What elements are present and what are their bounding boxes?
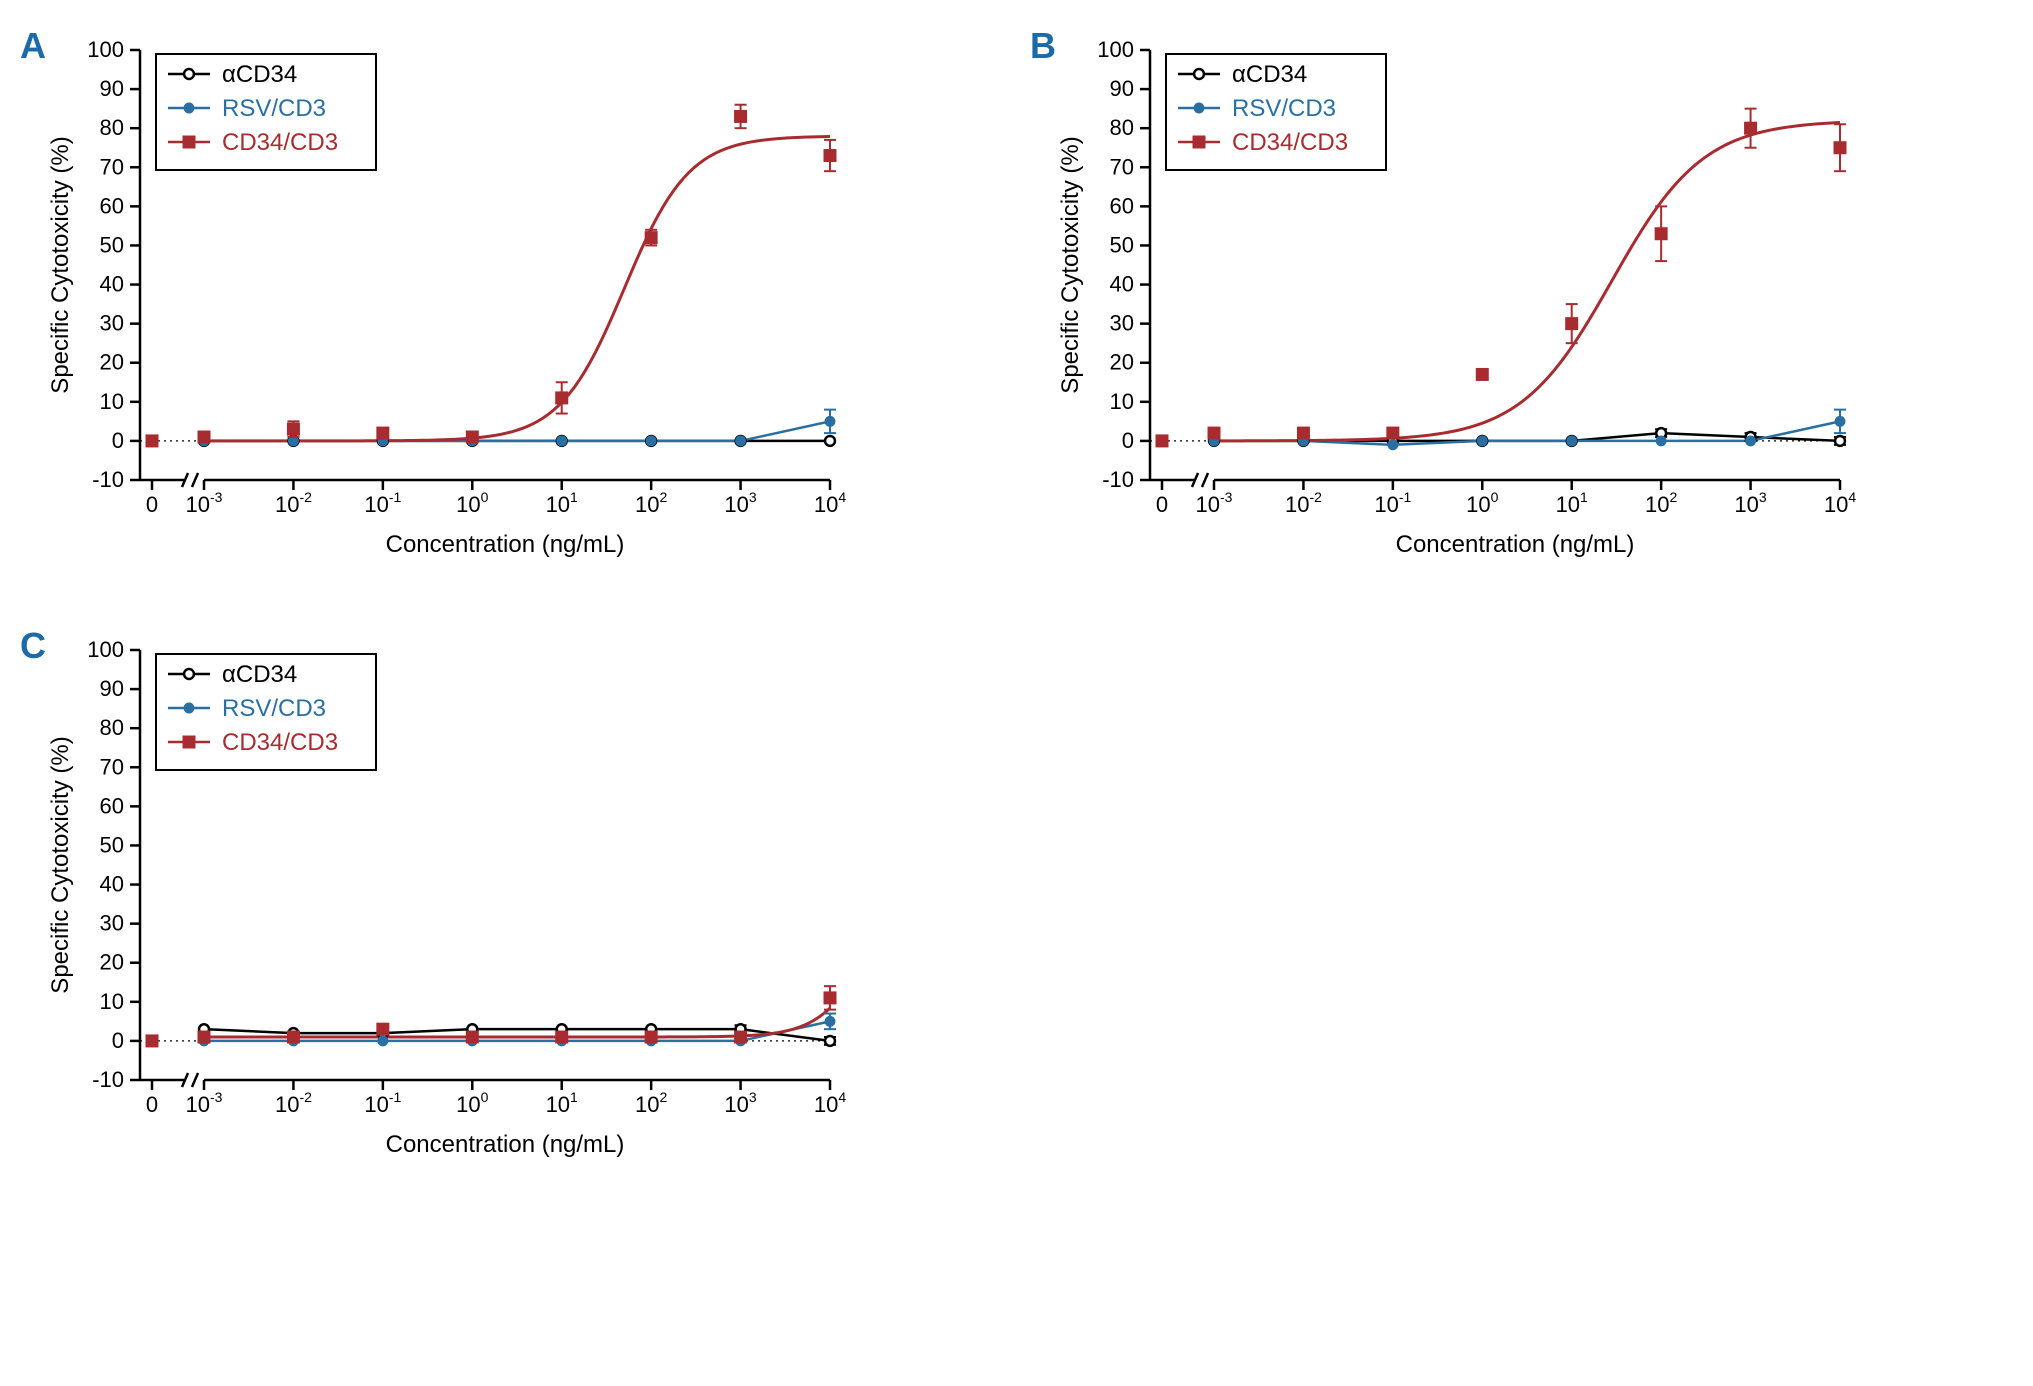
svg-text:10-3: 10-3 [1196,489,1233,517]
svg-text:10: 10 [100,389,124,414]
svg-text:101: 101 [1556,489,1588,517]
svg-text:100: 100 [456,489,488,517]
svg-text:0: 0 [1122,428,1134,453]
svg-text:0: 0 [146,492,158,517]
svg-text:40: 40 [1110,272,1134,297]
svg-text:100: 100 [1097,37,1134,62]
svg-text:0: 0 [112,1028,124,1053]
svg-text:αCD34: αCD34 [1232,61,1307,88]
panel-label-B: B [1030,25,1056,67]
chart-B: -100102030405060708090100Specific Cytoto… [1040,30,1860,590]
svg-text:20: 20 [1110,350,1134,375]
svg-text:10-1: 10-1 [364,489,401,517]
svg-text:80: 80 [1110,115,1134,140]
svg-text:70: 70 [100,754,124,779]
panel-label-A: A [20,25,46,67]
svg-text:10: 10 [1110,389,1134,414]
svg-text:30: 30 [100,911,124,936]
svg-text:RSV/CD3: RSV/CD3 [222,95,326,122]
svg-text:100: 100 [87,637,124,662]
svg-text:50: 50 [100,832,124,857]
svg-text:70: 70 [100,154,124,179]
svg-text:90: 90 [100,676,124,701]
svg-text:10-3: 10-3 [186,489,223,517]
svg-text:80: 80 [100,115,124,140]
svg-text:RSV/CD3: RSV/CD3 [1232,95,1336,122]
svg-text:0: 0 [1156,492,1168,517]
svg-text:104: 104 [1824,489,1856,517]
svg-text:Specific Cytotoxicity (%): Specific Cytotoxicity (%) [47,736,74,993]
svg-text:RSV/CD3: RSV/CD3 [222,695,326,722]
svg-text:40: 40 [100,272,124,297]
svg-text:CD34/CD3: CD34/CD3 [222,729,338,756]
svg-text:101: 101 [546,1089,578,1117]
chart-A: -100102030405060708090100Specific Cytoto… [30,30,850,590]
svg-text:20: 20 [100,350,124,375]
figure-grid: A -100102030405060708090100Specific Cyto… [30,30,1930,1190]
svg-text:αCD34: αCD34 [222,661,297,688]
svg-text:10-1: 10-1 [364,1089,401,1117]
svg-text:10-2: 10-2 [275,1089,312,1117]
svg-text:102: 102 [635,489,667,517]
svg-text:103: 103 [724,1089,756,1117]
svg-text:50: 50 [100,232,124,257]
svg-text:102: 102 [635,1089,667,1117]
svg-text:80: 80 [100,715,124,740]
svg-text:103: 103 [724,489,756,517]
svg-text:-10: -10 [92,1067,124,1092]
svg-text:60: 60 [100,793,124,818]
svg-text:100: 100 [456,1089,488,1117]
svg-text:-10: -10 [1102,467,1134,492]
svg-text:90: 90 [1110,76,1134,101]
svg-text:10-2: 10-2 [1285,489,1322,517]
svg-text:101: 101 [546,489,578,517]
svg-text:10-2: 10-2 [275,489,312,517]
svg-text:CD34/CD3: CD34/CD3 [1232,129,1348,156]
svg-text:70: 70 [1110,154,1134,179]
svg-text:10-1: 10-1 [1374,489,1411,517]
svg-text:0: 0 [146,1092,158,1117]
panel-C: C -100102030405060708090100Specific Cyto… [30,630,920,1190]
panel-label-C: C [20,625,46,667]
svg-text:30: 30 [1110,311,1134,336]
svg-text:100: 100 [87,37,124,62]
svg-text:-10: -10 [92,467,124,492]
svg-text:Specific Cytotoxicity (%): Specific Cytotoxicity (%) [1057,136,1084,393]
svg-text:60: 60 [100,193,124,218]
panel-B: B -100102030405060708090100Specific Cyto… [1040,30,1930,590]
svg-text:40: 40 [100,872,124,897]
panel-A: A -100102030405060708090100Specific Cyto… [30,30,920,590]
svg-text:100: 100 [1466,489,1498,517]
svg-text:60: 60 [1110,193,1134,218]
svg-text:αCD34: αCD34 [222,61,297,88]
svg-text:50: 50 [1110,232,1134,257]
chart-C: -100102030405060708090100Specific Cytoto… [30,630,850,1190]
svg-text:90: 90 [100,76,124,101]
svg-text:Concentration (ng/mL): Concentration (ng/mL) [1396,531,1635,558]
svg-text:30: 30 [100,311,124,336]
svg-text:10-3: 10-3 [186,1089,223,1117]
svg-text:0: 0 [112,428,124,453]
svg-text:10: 10 [100,989,124,1014]
svg-text:Concentration (ng/mL): Concentration (ng/mL) [386,1131,625,1158]
svg-text:104: 104 [814,489,846,517]
svg-text:102: 102 [1645,489,1677,517]
svg-text:Concentration (ng/mL): Concentration (ng/mL) [386,531,625,558]
svg-text:Specific Cytotoxicity (%): Specific Cytotoxicity (%) [47,136,74,393]
svg-text:CD34/CD3: CD34/CD3 [222,129,338,156]
svg-text:20: 20 [100,950,124,975]
svg-text:103: 103 [1734,489,1766,517]
svg-text:104: 104 [814,1089,846,1117]
